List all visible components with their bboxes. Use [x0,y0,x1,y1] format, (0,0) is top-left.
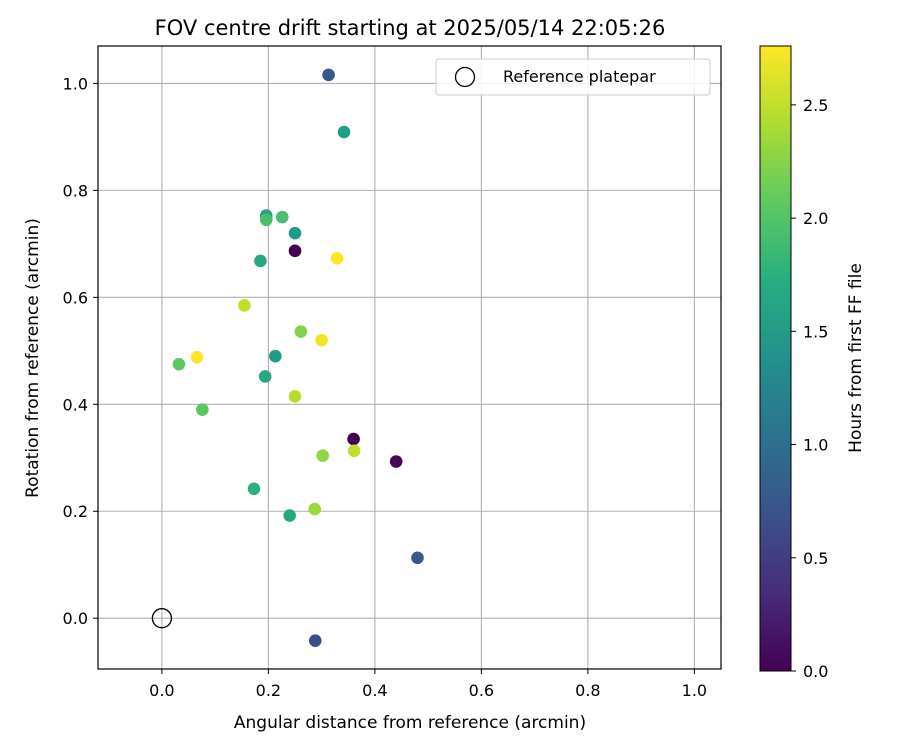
data-point [389,455,403,468]
x-tick-label: 0.6 [469,681,494,700]
data-point [330,252,344,265]
data-point [288,244,302,258]
colorbar-tick-label: 0.5 [803,549,828,568]
data-point [316,449,330,462]
data-point [315,333,328,347]
x-tick-label: 0.0 [149,681,174,700]
chart-title: FOV centre drift starting at 2025/05/14 … [155,16,666,40]
y-tick-label: 1.0 [63,74,88,93]
legend-label: Reference platepar [503,67,656,86]
data-point [337,125,351,139]
x-tick-label: 0.2 [256,681,281,700]
legend-box [435,58,711,96]
y-tick-label: 0.6 [63,288,88,307]
data-point [275,210,289,224]
data-point [254,254,267,268]
data-point [411,551,424,565]
grid [98,46,721,669]
y-tick-label: 0.8 [63,181,88,200]
data-point [308,634,322,647]
x-axis-ticks: 0.0 0.2 0.4 0.6 0.8 1.0 [149,669,707,700]
legend: Reference platepar [435,58,711,96]
y-tick-label: 0.4 [63,395,88,414]
x-tick-label: 0.4 [362,681,387,700]
data-point [247,482,261,496]
x-tick-label: 0.8 [575,681,600,700]
y-axis-ticks: 0.0 0.2 0.4 0.6 0.8 1.0 [63,74,98,628]
x-axis-label: Angular distance from reference (arcmin) [234,713,586,733]
y-tick-label: 0.2 [63,502,88,521]
colorbar-tick-label: 2.5 [803,96,828,115]
data-point [288,389,302,403]
legend-marker [454,66,476,88]
colorbar: 0.0 0.5 1.0 1.5 2.0 2.5 Hours from first FF f… [759,45,866,681]
colorbar-tick-label: 1.0 [803,436,828,455]
data-point [172,357,186,371]
reference-point [151,608,173,629]
colorbar-tick-label: 1.5 [803,322,828,341]
reference-marker [151,608,173,629]
colorbar-tick-label: 2.0 [803,209,828,228]
data-point [269,349,282,363]
data-point [288,226,302,240]
data-point [196,403,209,416]
data-point [347,432,360,446]
data-point [258,370,272,383]
colorbar-gradient [759,45,792,672]
x-tick-label: 1.0 [682,681,707,700]
data-point [308,502,322,516]
data-point [259,213,273,227]
data-point [238,299,251,312]
colorbar-tick-label: 0.0 [803,662,828,681]
plot-frame [97,45,722,670]
data-point [190,350,204,364]
data-point [347,444,361,458]
data-point [294,325,308,338]
data-point [322,68,335,82]
colorbar-ticks: 0.0 0.5 1.0 1.5 2.0 2.5 [791,96,828,681]
colorbar-label: Hours from first FF file [846,263,866,453]
data-points [172,68,424,647]
y-tick-label: 0.0 [63,609,88,628]
data-point [283,509,296,522]
y-axis-label: Rotation from reference (arcmin) [23,218,43,498]
